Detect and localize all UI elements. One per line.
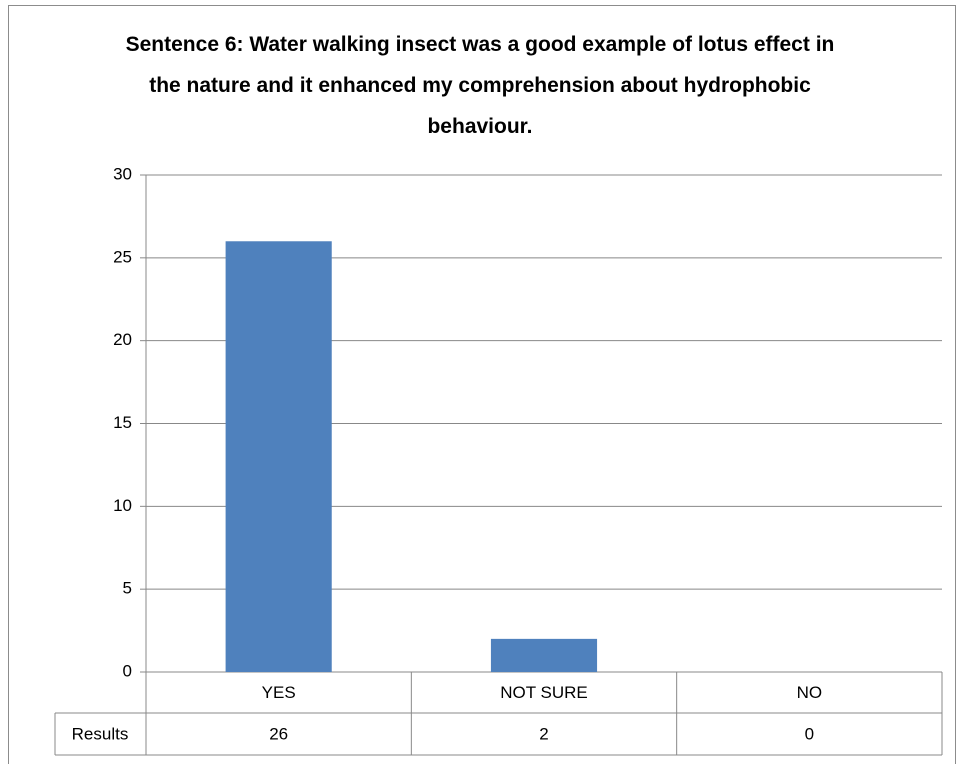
- legend-label: Results: [72, 724, 129, 743]
- y-tick-label: 10: [113, 496, 132, 515]
- bar: [490, 638, 598, 672]
- x-tick-label: YES: [262, 683, 296, 702]
- y-tick-label: 15: [113, 413, 132, 432]
- x-tick-label: NO: [797, 683, 823, 702]
- y-tick-label: 5: [123, 579, 132, 598]
- bar: [225, 241, 332, 672]
- y-tick-label: 30: [113, 164, 132, 183]
- y-tick-label: 0: [123, 661, 132, 680]
- table-value: 0: [805, 724, 814, 743]
- chart-title: Sentence 6: Water walking insect was a g…: [125, 33, 835, 138]
- table-value: 2: [539, 724, 548, 743]
- y-tick-label: 25: [113, 247, 132, 266]
- x-tick-label: NOT SURE: [500, 683, 588, 702]
- table-value: 26: [269, 724, 288, 743]
- y-tick-label: 20: [113, 330, 132, 349]
- chart-frame: [8, 5, 956, 764]
